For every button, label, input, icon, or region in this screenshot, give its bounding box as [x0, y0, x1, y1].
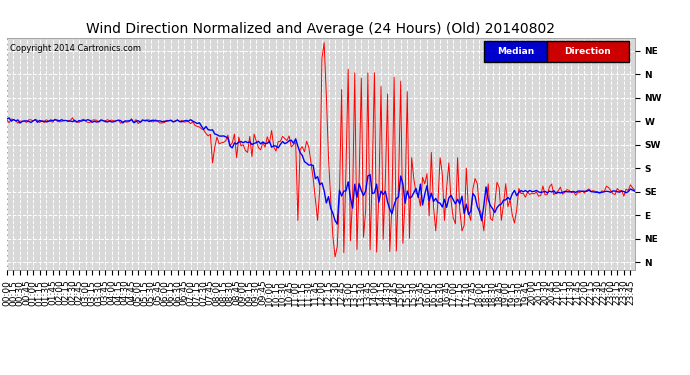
Title: Wind Direction Normalized and Average (24 Hours) (Old) 20140802: Wind Direction Normalized and Average (2…	[86, 22, 555, 36]
Text: Median: Median	[497, 47, 534, 56]
FancyBboxPatch shape	[484, 41, 547, 62]
Text: Direction: Direction	[564, 47, 611, 56]
Text: Copyright 2014 Cartronics.com: Copyright 2014 Cartronics.com	[10, 45, 141, 54]
FancyBboxPatch shape	[547, 41, 629, 62]
